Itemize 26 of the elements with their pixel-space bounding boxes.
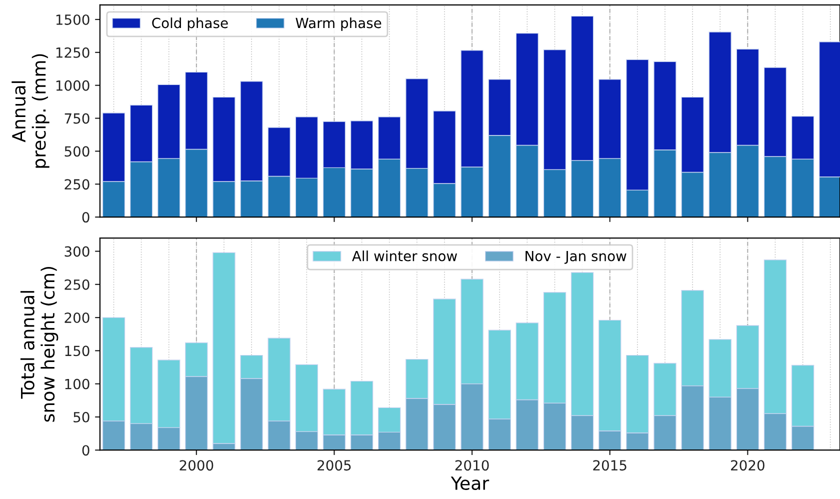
legend-label: Cold phase xyxy=(152,17,228,31)
y-tick-label: 250 xyxy=(64,179,90,190)
y-tick-label: 1250 xyxy=(56,47,90,58)
x-tick-label: 2005 xyxy=(318,460,351,471)
x-tick-label: 2015 xyxy=(593,460,626,471)
legend-label: Nov - Jan snow xyxy=(526,250,626,264)
y-tick-label: 200 xyxy=(64,312,90,324)
y-tick-label: 1000 xyxy=(56,80,90,91)
y-tick-label: 0 xyxy=(82,212,90,223)
x-tick-label: 2010 xyxy=(455,460,489,471)
y-tick-label: 250 xyxy=(64,279,90,290)
y-axis-title: Annual precip. (mm) xyxy=(12,54,50,168)
y-tick-label: 750 xyxy=(64,113,90,124)
y-tick-label: 150 xyxy=(65,346,90,356)
legend-label: All winter snow xyxy=(352,250,458,262)
x-axis-title: Year xyxy=(450,476,490,490)
y-tick-label: 0 xyxy=(82,445,90,456)
y-tick-label: 50 xyxy=(74,412,90,422)
legend-label: Warm phase xyxy=(296,17,382,31)
y-tick-label: 100 xyxy=(65,378,90,390)
y-axis-title: Total annual snow height (cm) xyxy=(20,266,58,422)
x-tick-label: 2000 xyxy=(180,460,214,471)
x-tick-label: 2020 xyxy=(731,460,764,471)
y-tick-label: 1500 xyxy=(56,14,90,25)
y-tick-label: 300 xyxy=(64,246,90,257)
y-tick-label: 500 xyxy=(64,146,90,157)
